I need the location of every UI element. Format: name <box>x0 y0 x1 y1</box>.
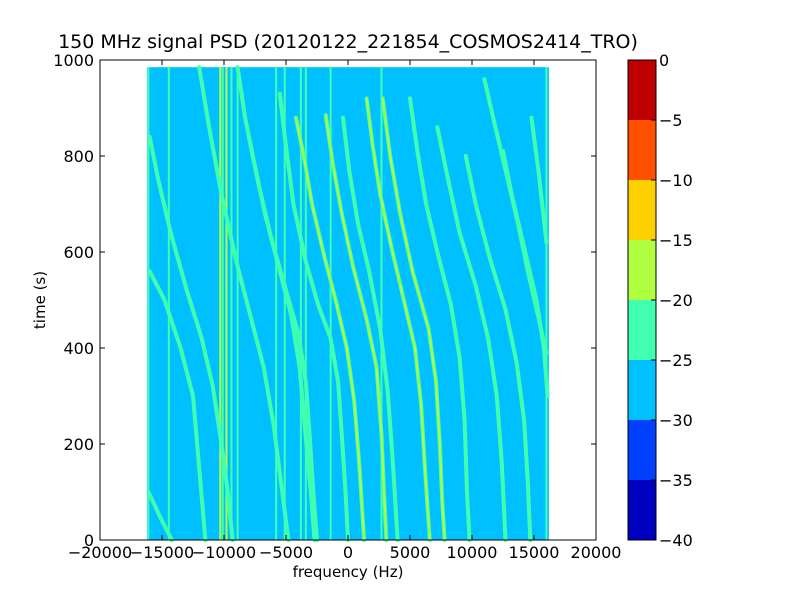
track-12 <box>409 97 471 541</box>
colorbar-band-4 <box>628 240 656 300</box>
track-6 <box>278 92 349 541</box>
colorbar-band-7 <box>628 60 656 120</box>
track-2 <box>148 135 234 541</box>
y-axis-label: time (s) <box>31 271 49 329</box>
colorbar-tick-label: −35 <box>659 471 693 490</box>
track-13 <box>436 126 507 541</box>
track-0 <box>147 491 173 541</box>
colorbar-tick-label: −30 <box>659 411 693 430</box>
y-tick-label: 600 <box>63 243 94 262</box>
x-tick-label: −5000 <box>259 543 313 562</box>
colorbar-tick-label: 0 <box>659 51 669 70</box>
x-tick-label: 20000 <box>571 543 622 562</box>
colorbar-band-3 <box>628 300 656 360</box>
y-tick-label: 200 <box>63 435 94 454</box>
track-16 <box>530 116 548 244</box>
colorbar-tick-label: −20 <box>659 291 693 310</box>
colorbar-band-1 <box>628 420 656 480</box>
track-1 <box>148 270 207 541</box>
x-tick-label: 15000 <box>509 543 560 562</box>
track-7 <box>294 116 366 541</box>
chart-title: 150 MHz signal PSD (20120122_221854_COSM… <box>58 31 638 53</box>
y-tick-label: 400 <box>63 339 94 358</box>
x-tick-label: 5000 <box>390 543 431 562</box>
colorbar-tick-label: −5 <box>659 111 683 130</box>
track-10 <box>365 97 431 541</box>
colorbar-tick-label: −40 <box>659 531 693 550</box>
track-3 <box>198 66 290 541</box>
colorbar-tick-label: −25 <box>659 351 693 370</box>
plot-area: −20000−15000−10000 −5000 0 5000 10000 15000 20… <box>53 51 621 562</box>
colorbar-band-2 <box>628 360 656 420</box>
track-11 <box>381 97 446 541</box>
x-tick-label: −15000 <box>130 543 194 562</box>
y-tick-label: 800 <box>63 147 94 166</box>
colorbar: 0 −5 −10 −15 −20 −25 −30 −35 −40 <box>627 51 693 550</box>
colorbar-band-5 <box>628 180 656 240</box>
x-tick-label: 10000 <box>447 543 498 562</box>
track-14 <box>464 155 532 541</box>
colorbar-tick-label: −15 <box>659 231 693 250</box>
x-tick-label: −10000 <box>192 543 256 562</box>
track-9 <box>342 116 399 541</box>
x-tick-label: 0 <box>343 543 353 562</box>
colorbar-band-6 <box>628 120 656 180</box>
colorbar-band-0 <box>628 480 656 540</box>
colorbar-tick-label: −10 <box>659 171 693 190</box>
track-8 <box>324 114 388 541</box>
y-tick-label: 0 <box>84 531 94 550</box>
heatmap-background <box>147 67 549 540</box>
track-5 <box>247 135 318 541</box>
x-axis-label: frequency (Hz) <box>293 563 404 581</box>
track-17 <box>483 78 548 354</box>
y-tick-label: 1000 <box>53 51 94 70</box>
x-tick-label: −20000 <box>68 543 132 562</box>
